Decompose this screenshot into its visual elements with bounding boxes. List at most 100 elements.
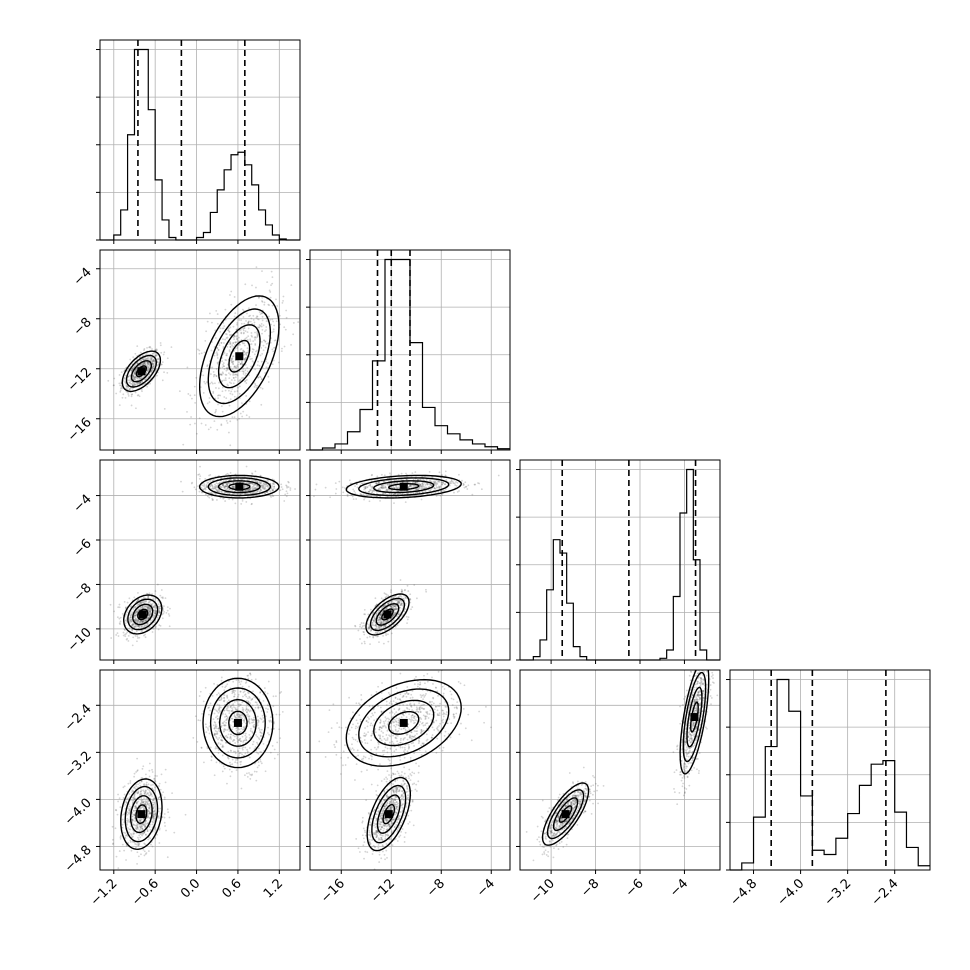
scatter-point <box>251 697 254 700</box>
scatter-point <box>160 363 163 366</box>
scatter-point <box>151 364 154 367</box>
scatter-point <box>137 783 140 786</box>
scatter-point <box>133 364 136 367</box>
scatter-point <box>231 691 234 694</box>
scatter-point <box>249 358 252 360</box>
scatter-point <box>381 611 384 614</box>
scatter-point <box>270 323 272 326</box>
scatter-point <box>225 709 228 712</box>
scatter-point <box>206 364 209 367</box>
scatter-point <box>143 597 145 600</box>
scatter-point <box>157 614 160 617</box>
scatter-point <box>254 384 257 387</box>
scatter-point <box>256 490 259 492</box>
scatter-point <box>152 810 155 813</box>
scatter-point <box>223 699 226 702</box>
scatter-point <box>237 695 239 698</box>
scatter-point <box>400 590 403 593</box>
scatter-point <box>198 695 201 697</box>
scatter-point <box>246 481 249 484</box>
scatter-point <box>285 484 288 487</box>
scatter-point <box>256 318 259 320</box>
scatter-point <box>263 488 266 491</box>
scatter-point <box>166 372 169 374</box>
scatter-point <box>163 605 165 608</box>
scatter-point <box>279 737 282 740</box>
scatter-point <box>197 348 199 351</box>
scatter-point <box>147 804 150 806</box>
scatter-point <box>133 795 136 798</box>
scatter-point <box>263 487 265 490</box>
scatter-point <box>147 815 149 818</box>
scatter-point <box>156 374 158 377</box>
scatter-point <box>126 821 128 824</box>
scatter-point <box>191 481 194 484</box>
scatter-point <box>232 481 235 484</box>
scatter-point <box>147 375 150 378</box>
scatter-point <box>206 747 209 750</box>
scatter-point <box>133 817 136 819</box>
scatter-point <box>142 765 145 768</box>
scatter-point <box>229 334 232 337</box>
scatter-point <box>151 348 153 350</box>
scatter-point <box>219 331 222 333</box>
scatter-point <box>195 376 198 379</box>
density-contour <box>125 354 158 388</box>
scatter-point <box>272 320 275 323</box>
scatter-point <box>147 838 150 841</box>
scatter-point <box>266 281 269 284</box>
scatter-point <box>213 774 216 777</box>
scatter-point <box>148 789 151 792</box>
scatter-point <box>148 607 151 610</box>
scatter-point <box>193 385 196 388</box>
scatter-point <box>152 821 154 824</box>
scatter-point <box>242 376 244 379</box>
scatter-point <box>127 394 130 397</box>
scatter-point <box>142 626 145 628</box>
scatter-point <box>375 613 378 616</box>
scatter-point <box>136 394 139 397</box>
scatter-point <box>252 485 255 487</box>
scatter-point <box>224 338 226 341</box>
scatter-point <box>214 337 217 339</box>
scatter-point <box>193 486 196 489</box>
scatter-point <box>270 496 272 498</box>
scatter-point <box>204 723 207 726</box>
scatter-point <box>132 823 135 826</box>
scatter-point <box>133 841 136 844</box>
scatter-point <box>383 620 385 622</box>
scatter-point <box>250 678 253 681</box>
scatter-point <box>156 349 158 352</box>
scatter-point <box>205 486 208 489</box>
scatter-point <box>124 619 127 622</box>
scatter-point <box>256 721 259 724</box>
scatter-point <box>217 708 220 711</box>
scatter-point <box>149 613 151 615</box>
scatter-point <box>129 621 131 624</box>
scatter-point <box>128 618 131 621</box>
scatter-point <box>138 621 141 624</box>
scatter-point <box>192 736 195 739</box>
scatter-point <box>142 818 145 820</box>
scatter-point <box>141 601 144 603</box>
scatter-point <box>236 322 239 324</box>
scatter-point <box>129 382 132 385</box>
scatter-point <box>398 602 401 604</box>
scatter-point <box>136 610 138 613</box>
scatter-point <box>146 618 149 621</box>
scatter-point <box>222 362 225 364</box>
scatter-point <box>205 726 208 728</box>
scatter-point <box>234 689 237 692</box>
scatter-point <box>235 328 238 331</box>
y-tick-label: −4 <box>71 492 95 516</box>
scatter-point <box>198 417 201 420</box>
scatter-point <box>132 813 135 816</box>
scatter-point <box>140 625 143 628</box>
scatter-point <box>145 805 148 807</box>
scatter-point <box>224 308 227 311</box>
scatter-point <box>393 613 395 616</box>
scatter-point <box>133 373 136 376</box>
scatter-point <box>141 363 144 366</box>
scatter-point <box>145 852 148 854</box>
scatter-point <box>141 390 143 393</box>
